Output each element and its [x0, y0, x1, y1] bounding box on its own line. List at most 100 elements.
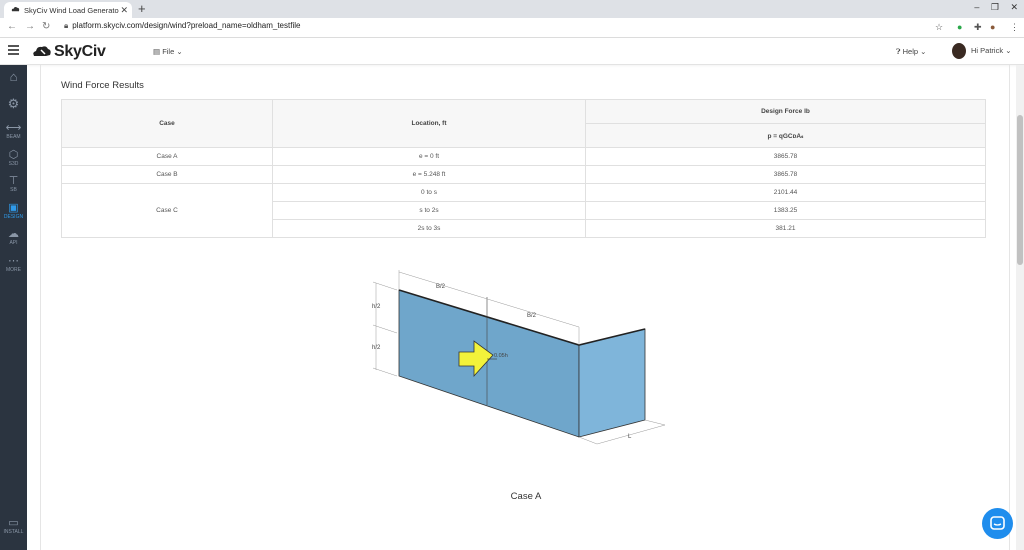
- help-icon: ❓︎: [896, 47, 901, 56]
- header-case: Case: [61, 99, 273, 148]
- sidebar-item-design[interactable]: ▣ DESIGN: [0, 202, 27, 220]
- restore-icon[interactable]: ❐: [990, 2, 999, 12]
- close-tab-icon[interactable]: ✕: [120, 5, 128, 15]
- chat-icon: [990, 516, 1005, 530]
- chevron-down-icon: ⌄: [176, 47, 183, 56]
- hamburger-menu-icon[interactable]: [8, 45, 19, 55]
- sidebar-item-label: API: [9, 240, 18, 246]
- table-row: Case B e = 5.248 ft 3865.78: [61, 165, 986, 184]
- cell-case: Case A: [61, 147, 273, 166]
- url-field[interactable]: 🔒︎ platform.skyciv.com/design/wind?preloa…: [64, 21, 300, 31]
- file-menu[interactable]: ▤ File ⌄: [153, 47, 183, 56]
- minimize-icon[interactable]: –: [974, 2, 980, 12]
- chevron-down-icon: ⌄: [920, 47, 927, 56]
- sidebar-item-api[interactable]: ☁ API: [0, 228, 27, 246]
- sidebar-item-label: BEAM: [6, 134, 21, 140]
- wall-front-face: [398, 289, 580, 438]
- cell-force: 3865.78: [585, 165, 986, 184]
- wind-load-diagram: B/2 B/2 h/2 h/2 0.05h L: [372, 270, 666, 445]
- logo-text: SkyCiv: [54, 43, 106, 60]
- file-icon: ▤: [153, 47, 161, 56]
- label-b2-mid: B/2: [527, 313, 537, 319]
- label-l: L: [628, 434, 632, 440]
- sidebar-item-label: INSTALL: [3, 529, 24, 535]
- section-icon: ⊤: [8, 175, 19, 187]
- header-location: Location, ft: [272, 99, 586, 148]
- lock-icon: 🔒︎: [64, 21, 69, 30]
- sidebar-item-label: MORE: [6, 267, 21, 273]
- bookmark-star-icon[interactable]: ☆: [935, 22, 944, 32]
- sidebar-item-label: SB: [10, 187, 17, 193]
- wind-force-results-table: Case Location, ft Design Force lb p = qG…: [61, 99, 986, 238]
- gear-icon: ⚙: [7, 96, 20, 111]
- user-menu[interactable]: Hi Patrick ⌄: [952, 43, 1011, 59]
- wind-force-arrow: [458, 340, 494, 378]
- cell-case: Case B: [61, 165, 273, 184]
- reload-icon[interactable]: ↻: [42, 21, 51, 32]
- cell-force: 381.21: [585, 219, 986, 238]
- beam-icon: ⟷: [5, 122, 22, 134]
- sidebar-item-home[interactable]: ⌂: [0, 69, 27, 84]
- cell-location: 0 to s: [272, 183, 586, 202]
- profile-avatar-icon[interactable]: ●: [990, 22, 996, 32]
- cell-location: 2s to 3s: [272, 219, 586, 238]
- cell-location: e = 0 ft: [272, 147, 586, 166]
- sidebar-item-more[interactable]: ⋯ MORE: [0, 255, 27, 273]
- label-force-offset: 0.05h: [494, 353, 508, 359]
- section-title: Wind Force Results: [61, 80, 144, 91]
- table-row: Case A e = 0 ft 3865.78: [61, 147, 986, 166]
- table-row: 2s to 3s 381.21: [62, 219, 986, 238]
- browser-tabstrip: SkyCiv Wind Load Generato ✕ + – ❐ ✕: [0, 0, 1024, 18]
- sidebar-item-s3d[interactable]: ⬡ S3D: [0, 149, 27, 167]
- more-icon: ⋯: [8, 255, 19, 267]
- chat-support-button[interactable]: [982, 508, 1013, 539]
- url-text: platform.skyciv.com/design/wind?preload_…: [72, 21, 301, 30]
- chevron-down-icon: ⌄: [1005, 45, 1012, 55]
- dimension-lines-group: [372, 270, 666, 445]
- sidebar-item-install[interactable]: ▭ INSTALL: [0, 517, 27, 535]
- sidebar-item-label: DESIGN: [3, 214, 24, 220]
- main-content: Wind Force Results Case Location, ft Des…: [40, 65, 1010, 550]
- header-formula: p = qGCᴅAₛ: [585, 123, 986, 148]
- cube-icon: ⬡: [8, 149, 19, 161]
- forward-icon[interactable]: →: [25, 21, 35, 32]
- skyciv-favicon-icon: [11, 7, 20, 12]
- window-controls: – ❐ ✕: [965, 2, 1018, 13]
- help-menu-label: Help: [902, 47, 919, 56]
- cell-location: s to 2s: [272, 201, 586, 220]
- new-tab-icon[interactable]: +: [138, 1, 146, 16]
- scrollbar-track[interactable]: [1016, 65, 1024, 550]
- extension-g-icon[interactable]: ●: [957, 22, 963, 32]
- wall-side-face: [578, 328, 646, 438]
- tab-title: SkyCiv Wind Load Generato: [24, 6, 119, 15]
- home-icon: ⌂: [9, 69, 18, 84]
- scrollbar-thumb[interactable]: [1017, 115, 1023, 265]
- address-bar: ← → ↻ 🔒︎ platform.skyciv.com/design/wind?…: [0, 18, 1024, 38]
- label-h2-bottom: h/2: [372, 345, 381, 351]
- file-menu-label: File: [162, 47, 175, 56]
- skyciv-cloud-icon: [33, 46, 51, 57]
- sidebar-item-label: S3D: [8, 161, 19, 167]
- browser-tab[interactable]: SkyCiv Wind Load Generato ✕: [4, 2, 132, 18]
- cloud-icon: ☁: [8, 228, 19, 240]
- header-design-force: Design Force lb: [585, 99, 986, 124]
- cell-case: Case C: [61, 183, 273, 238]
- monitor-icon: ▭: [8, 517, 19, 529]
- table-row: Case C 0 to s 2101.44: [61, 183, 986, 238]
- app-header: SkyCiv ▤ File ⌄ ❓︎ Help ⌄ Hi Patrick ⌄: [0, 38, 1024, 65]
- label-b2-top: B/2: [436, 284, 446, 290]
- help-menu[interactable]: ❓︎ Help ⌄: [896, 47, 926, 57]
- sidebar-item-settings[interactable]: ⚙: [0, 96, 27, 111]
- browser-menu-icon[interactable]: ⋮: [1010, 22, 1019, 32]
- sidebar-item-beam[interactable]: ⟷ BEAM: [0, 122, 27, 140]
- close-window-icon[interactable]: ✕: [1010, 2, 1018, 12]
- extensions-puzzle-icon[interactable]: ✚: [974, 22, 982, 32]
- diagram-caption: Case A: [510, 491, 542, 502]
- sidebar: ⌂ ⚙ ⟷ BEAM ⬡ S3D ⊤ SB ▣ DESIGN ☁ API ⋯ MORE ▭ I…: [0, 65, 27, 550]
- cell-force: 2101.44: [585, 183, 986, 202]
- sidebar-item-sb[interactable]: ⊤ SB: [0, 175, 27, 193]
- cell-force: 1383.25: [585, 201, 986, 220]
- user-greeting: Hi Patrick: [971, 45, 1004, 55]
- skyciv-logo[interactable]: SkyCiv: [32, 43, 106, 61]
- back-icon[interactable]: ←: [7, 21, 17, 32]
